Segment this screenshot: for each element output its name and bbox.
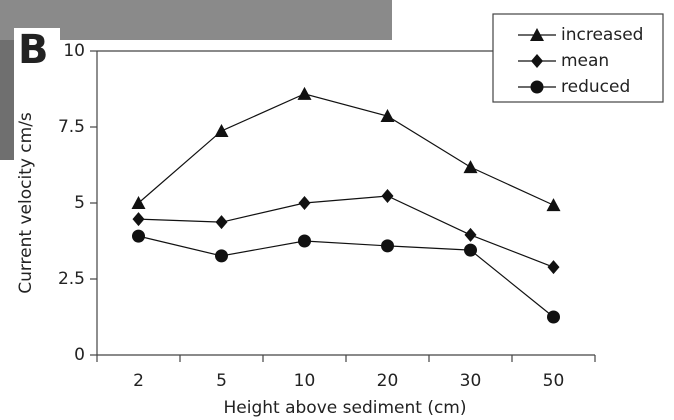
marker	[463, 160, 478, 174]
marker	[297, 86, 312, 100]
x-axis-label: Height above sediment (cm)	[224, 398, 467, 418]
marker	[464, 243, 477, 257]
photo-fragment	[0, 0, 392, 40]
x-tick-label: 30	[460, 371, 482, 391]
marker	[214, 123, 229, 137]
marker	[531, 54, 543, 68]
x-tick-label: 2	[133, 371, 144, 391]
y-tick-label: 0	[74, 345, 85, 365]
legend-label: increased	[561, 25, 643, 45]
marker	[131, 196, 146, 209]
marker	[132, 229, 145, 243]
panel-label-bg	[14, 28, 60, 72]
photo-fragment	[0, 40, 14, 160]
y-tick-label: 5	[74, 193, 85, 213]
marker	[380, 109, 395, 123]
y-tick-label: 10	[63, 41, 85, 61]
y-tick-label: 7.5	[58, 117, 85, 137]
series-line	[138, 235, 554, 318]
y-tick-label: 2.5	[58, 269, 85, 289]
marker	[132, 212, 145, 227]
x-tick-label: 10	[294, 371, 316, 391]
marker	[530, 80, 544, 94]
y-axis-label: Current velocity cm/s	[16, 112, 36, 294]
panel-label: B	[18, 27, 49, 73]
legend-label: mean	[561, 51, 609, 71]
series-line	[138, 195, 554, 268]
marker	[530, 28, 544, 41]
marker	[215, 249, 228, 263]
marker	[298, 234, 311, 248]
marker	[464, 227, 477, 242]
marker	[298, 196, 311, 210]
marker	[546, 198, 561, 212]
marker	[381, 239, 394, 253]
marker	[547, 310, 560, 324]
legend-label: reduced	[561, 77, 630, 97]
x-tick-label: 5	[216, 371, 227, 391]
marker	[547, 260, 560, 275]
x-tick-label: 20	[377, 371, 399, 391]
x-tick-label: 50	[543, 371, 565, 391]
series-line	[138, 93, 554, 206]
marker	[381, 189, 394, 204]
marker	[215, 215, 228, 230]
